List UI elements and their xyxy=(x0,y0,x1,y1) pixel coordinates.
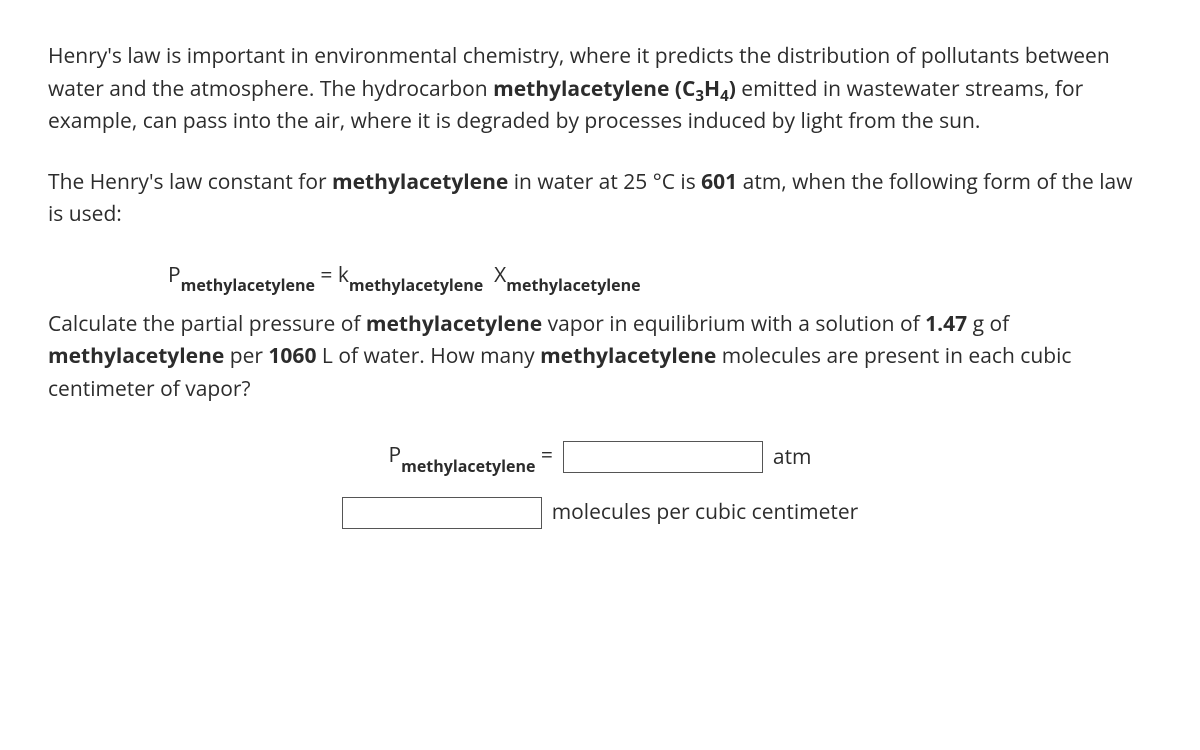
paragraph-question: Calculate the partial pressure of methyl… xyxy=(48,308,1152,406)
eq-sub: methylacetylene xyxy=(181,274,315,296)
eq-sub: methylacetylene xyxy=(349,274,483,296)
paragraph-intro: Henry's law is important in environmenta… xyxy=(48,40,1152,138)
label-p: P xyxy=(388,441,401,469)
henrys-law-equation: Pmethylacetylene = kmethylacetylene Xmet… xyxy=(168,259,1152,294)
value: 1060 xyxy=(268,342,316,370)
value: 601 xyxy=(701,168,737,196)
eq-p: P xyxy=(168,259,181,292)
text: per xyxy=(224,342,268,370)
compound-name: methylacetylene xyxy=(366,310,542,338)
text: Calculate the partial pressure of xyxy=(48,310,366,338)
text: L of water. How many xyxy=(316,342,540,370)
unit-atm: atm xyxy=(773,441,812,474)
text: methylacetylene (C xyxy=(493,75,695,103)
text: in water at 25 °C is xyxy=(508,168,701,196)
compound-name: methylacetylene xyxy=(540,342,716,370)
text: g of xyxy=(967,310,1009,338)
answer-row-molecules: molecules per cubic centimeter xyxy=(48,496,1152,529)
subscript: 4 xyxy=(720,86,729,106)
paragraph-constant: The Henry's law constant for methylacety… xyxy=(48,166,1152,231)
text: ) xyxy=(729,75,736,103)
answer-row-pressure: Pmethylacetylene = atm xyxy=(48,439,1152,474)
molecules-input[interactable] xyxy=(342,497,542,529)
text: The Henry's law constant for xyxy=(48,168,332,196)
compound-name: methylacetylene xyxy=(48,342,224,370)
compound-name: methylacetylene xyxy=(332,168,508,196)
label-sub: methylacetylene xyxy=(401,455,535,477)
eq-x: X xyxy=(494,259,506,292)
text: vapor in equilibrium with a solution of xyxy=(542,310,925,338)
eq-sub: methylacetylene xyxy=(506,274,640,296)
eq-equals-k: = k xyxy=(320,259,349,292)
value: 1.47 xyxy=(925,310,967,338)
compound-name: methylacetylene (C3H4) xyxy=(493,75,736,103)
unit-molecules: molecules per cubic centimeter xyxy=(552,496,859,529)
equals: = xyxy=(535,441,552,469)
pressure-label: Pmethylacetylene = xyxy=(388,439,552,474)
pressure-input[interactable] xyxy=(563,441,763,473)
subscript: 3 xyxy=(695,86,704,106)
text: H xyxy=(704,75,720,103)
